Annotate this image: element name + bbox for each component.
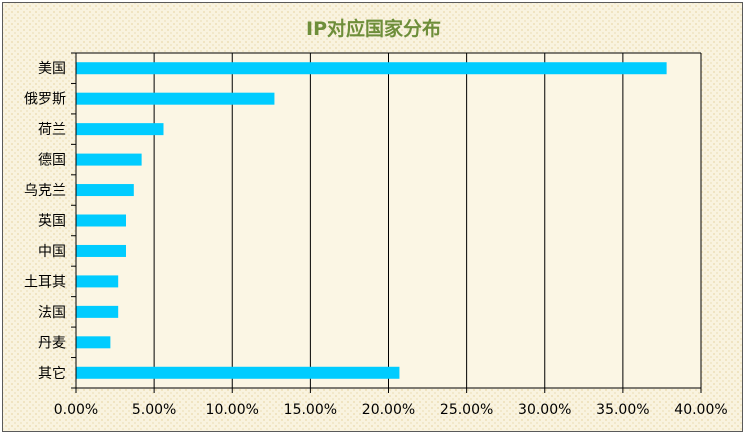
- bar: [76, 62, 667, 75]
- bar: [76, 123, 164, 136]
- x-tick-label: 25.00%: [440, 402, 493, 418]
- x-tick-label: 20.00%: [362, 402, 415, 418]
- chart-title: IP对应国家分布: [306, 18, 441, 40]
- y-category-label: 荷兰: [38, 122, 66, 138]
- bar: [76, 336, 111, 349]
- x-tick-label: 10.00%: [206, 402, 259, 418]
- y-category-label: 俄罗斯: [24, 92, 66, 108]
- bar: [76, 184, 134, 197]
- y-category-label: 其它: [38, 365, 66, 382]
- y-category-label: 乌克兰: [24, 183, 66, 199]
- y-category-label: 中国: [38, 244, 66, 260]
- x-tick-label: 0.00%: [54, 402, 98, 418]
- bar: [76, 305, 119, 318]
- x-tick-label: 30.00%: [518, 402, 571, 418]
- bar: [76, 92, 275, 105]
- bar: [76, 214, 126, 227]
- bar: [76, 366, 400, 379]
- x-tick-label: 5.00%: [132, 402, 176, 418]
- bar: [76, 153, 142, 166]
- x-tick-label: 35.00%: [596, 402, 649, 418]
- y-category-label: 土耳其: [24, 274, 66, 290]
- x-tick-label: 15.00%: [284, 402, 337, 418]
- bar: [76, 244, 126, 257]
- y-category-label: 丹麦: [38, 335, 66, 351]
- y-category-label: 法国: [38, 305, 66, 321]
- y-category-label: 英国: [38, 213, 66, 230]
- y-category-label: 美国: [38, 61, 66, 77]
- bar: [76, 275, 119, 288]
- x-tick-label: 40.00%: [674, 402, 727, 418]
- y-category-label: 德国: [38, 153, 66, 169]
